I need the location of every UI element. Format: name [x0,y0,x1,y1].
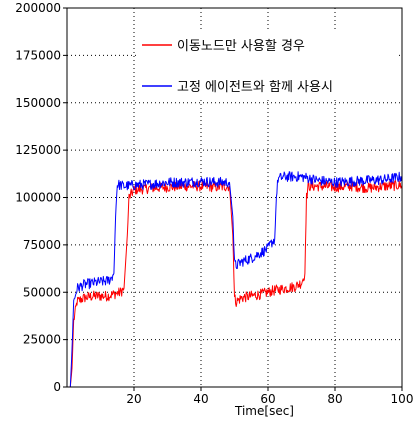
y-tick-label: 175000 [15,48,61,62]
y-tick-label: 75000 [23,238,61,252]
y-tick-label: 0 [53,380,61,394]
x-tick-label: 80 [327,392,342,406]
x-tick-label: 100 [391,392,414,406]
series-layer [69,171,403,388]
y-tick-label: 150000 [15,96,61,110]
x-tick-label: 40 [193,392,208,406]
x-axis-label: Time[sec] [234,404,294,418]
legend-label-mobile-only: 이동노드만 사용할 경우 [177,39,305,54]
y-tick-label: 100000 [15,191,61,205]
y-tick-label: 125000 [15,143,61,157]
legend-label-with-fixed-agent: 고정 에이전트와 함께 사용시 [177,80,333,95]
y-tick-label: 25000 [23,333,61,347]
legend-box [138,30,396,98]
x-tick-label: 20 [126,392,141,406]
x-tick-label: 60 [260,392,275,406]
y-tick-label: 50000 [23,285,61,299]
series-line-with-fixed-agent [69,171,403,388]
y-tick-label: 200000 [15,1,61,15]
legend: 이동노드만 사용할 경우 고정 에이전트와 함께 사용시 [138,30,396,98]
axis-ticks: 0 25000 50000 75000 100000 125000 150000 175000… [15,1,413,406]
